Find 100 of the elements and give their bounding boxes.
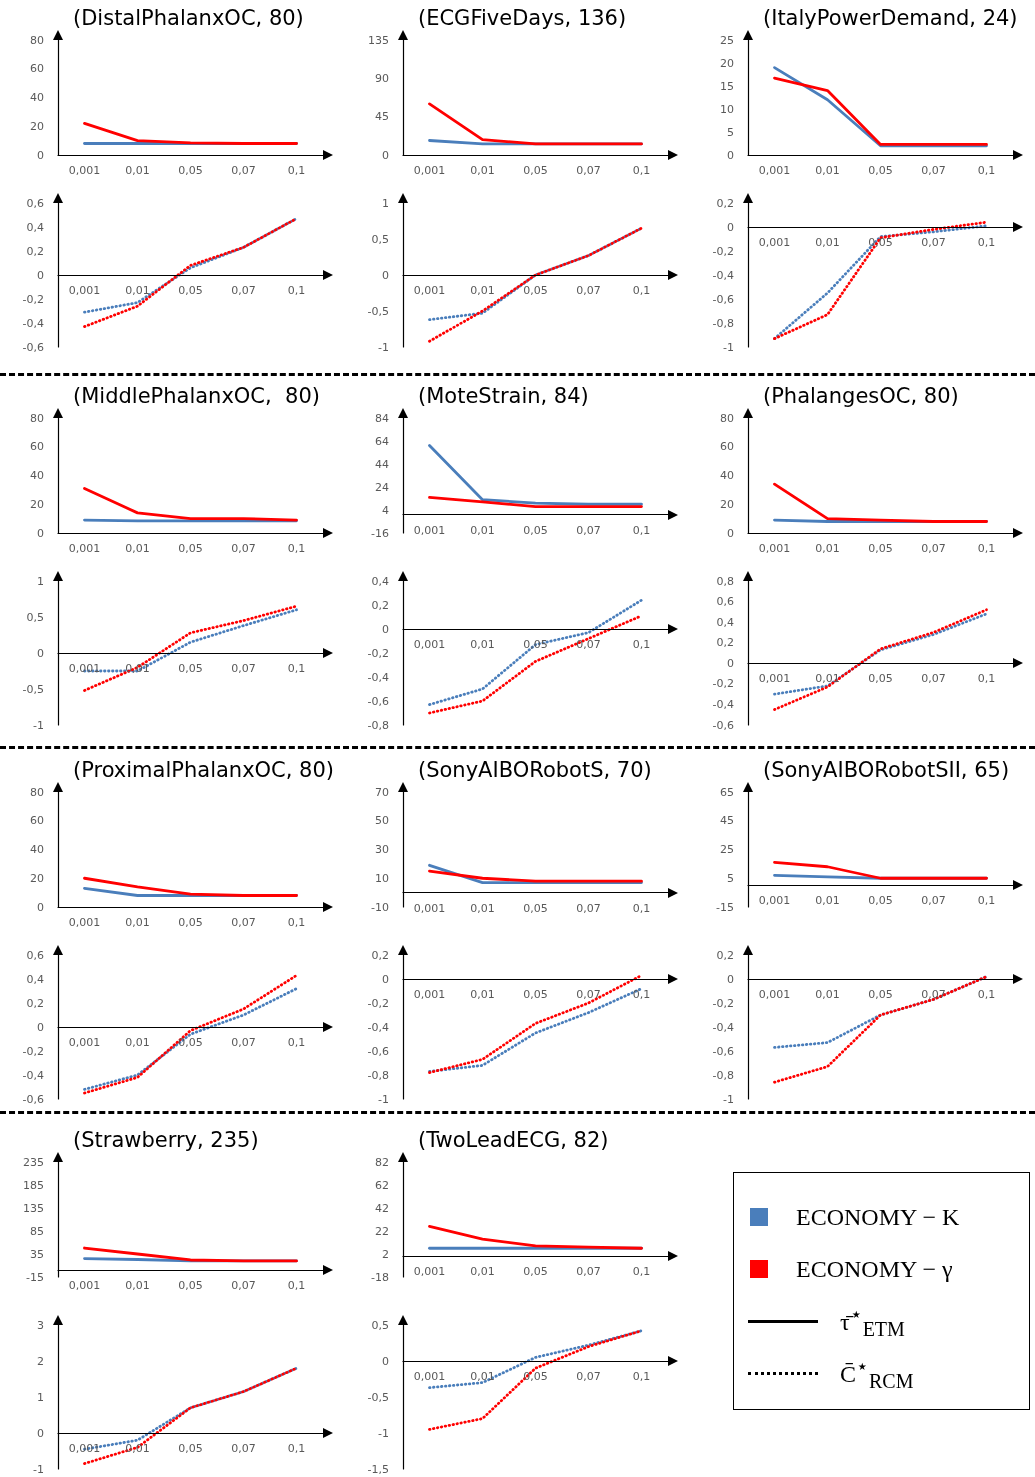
x-tick-label: 0,01 <box>470 523 495 537</box>
x-tick-label: 0,05 <box>523 284 548 297</box>
x-tick-label: 0,05 <box>868 164 893 177</box>
x-tick-label: 0,05 <box>523 1265 548 1279</box>
chart-title: (TwoLeadECG, 82) <box>418 1127 609 1152</box>
y-tick-label: -0,6 <box>367 1044 389 1058</box>
x-tick-label: 0,01 <box>125 916 150 929</box>
y-tick-label: 70 <box>375 785 389 799</box>
x-tick-label: 0,01 <box>125 542 150 555</box>
y-tick-label: 60 <box>30 440 44 454</box>
y-tick-label: 15 <box>720 79 734 93</box>
x-tick-label: 0,01 <box>470 1370 495 1383</box>
chart-title: (PhalangesOC, 80) <box>763 383 959 408</box>
x-tick-label: 0,01 <box>815 236 840 249</box>
x-tick-label: 0,001 <box>758 988 791 1001</box>
x-tick-label: 0,07 <box>576 901 601 915</box>
y-tick-label: 135 <box>368 33 389 47</box>
x-tick-label: 0,05 <box>868 988 893 1001</box>
y-tick-label: 80 <box>30 33 44 47</box>
x-tick-label: 0,1 <box>632 523 651 537</box>
y-tick-label: 0,4 <box>371 574 389 588</box>
text: ECONOMY − γ <box>796 1255 953 1283</box>
y-tick-label: 0 <box>382 972 389 986</box>
x-tick-label: 0,001 <box>758 672 791 686</box>
x-tick-label: 0,1 <box>287 1279 306 1293</box>
y-tick-label: 185 <box>23 1178 44 1192</box>
x-tick-label: 0,001 <box>758 236 791 249</box>
x-tick-label: 0,07 <box>231 164 256 177</box>
y-tick-label: 40 <box>720 469 734 482</box>
y-tick-label: 0 <box>37 1020 44 1034</box>
x-tick-label: 0,01 <box>815 894 840 908</box>
x-tick-label: 0,1 <box>287 662 306 675</box>
y-tick-label: 0,6 <box>26 196 44 210</box>
x-tick-label: 0,001 <box>413 638 446 651</box>
y-tick-label: -0,2 <box>367 996 389 1010</box>
y-tick-label: 80 <box>30 411 44 425</box>
x-tick-label: 0,001 <box>68 542 101 555</box>
y-tick-label: 90 <box>375 71 389 85</box>
y-tick-label: 4 <box>382 503 389 517</box>
y-tick-label: 44 <box>375 457 389 471</box>
y-tick-label: -0,2 <box>22 1044 44 1058</box>
y-tick-label: -0,8 <box>367 1068 389 1082</box>
y-tick-label: 60 <box>30 62 44 76</box>
x-tick-label: 0,001 <box>413 164 446 177</box>
y-tick-label: 42 <box>375 1201 389 1215</box>
y-tick-label: -1,5 <box>367 1462 389 1476</box>
y-tick-label: -0,8 <box>367 718 389 732</box>
y-tick-label: -0,5 <box>367 304 389 318</box>
y-tick-label: 5 <box>727 125 734 139</box>
chart-title: (ECGFiveDays, 136) <box>418 5 627 30</box>
x-tick-label: 0,1 <box>977 988 996 1001</box>
x-tick-label: 0,001 <box>413 1370 446 1383</box>
x-tick-label: 0,07 <box>576 638 601 651</box>
x-tick-label: 0,07 <box>576 523 601 537</box>
x-tick-label: 0,001 <box>413 523 446 537</box>
x-tick-label: 0,1 <box>287 284 306 297</box>
y-tick-label: 0,2 <box>26 244 44 258</box>
x-tick-label: 0,01 <box>815 988 840 1001</box>
y-tick-label: 85 <box>30 1224 44 1238</box>
x-tick-label: 0,05 <box>178 1442 203 1455</box>
y-tick-label: 40 <box>30 469 44 482</box>
y-tick-label: 20 <box>30 497 44 511</box>
y-tick-label: -0,4 <box>22 316 44 330</box>
x-tick-label: 0,07 <box>576 164 601 177</box>
x-tick-label: 0,001 <box>413 988 446 1001</box>
chart-title: (MiddlePhalanxOC, 80) <box>73 383 320 408</box>
x-tick-label: 0,001 <box>758 894 791 908</box>
chart-title: (Strawberry, 235) <box>73 1127 259 1152</box>
y-tick-label: 84 <box>375 411 389 425</box>
y-tick-label: -0,4 <box>367 1020 389 1034</box>
x-tick-label: 0,07 <box>231 1036 256 1049</box>
x-tick-label: 0,1 <box>632 284 651 297</box>
y-tick-label: 0,5 <box>371 232 389 246</box>
x-tick-label: 0,01 <box>125 1036 150 1049</box>
x-tick-label: 0,01 <box>470 1265 495 1279</box>
y-tick-label: 0,2 <box>716 636 734 650</box>
y-tick-label: -0,6 <box>22 1092 44 1106</box>
y-tick-label: 0 <box>382 1354 389 1368</box>
y-tick-label: 0,5 <box>26 610 44 624</box>
y-tick-label: -1 <box>378 340 389 354</box>
y-tick-label: 0,2 <box>371 948 389 962</box>
x-tick-label: 0,07 <box>231 1279 256 1293</box>
y-tick-label: 60 <box>720 440 734 454</box>
y-tick-label: 40 <box>30 843 44 856</box>
y-tick-label: 40 <box>30 91 44 104</box>
y-tick-label: 1 <box>37 574 44 588</box>
y-tick-label: -0,6 <box>712 1044 734 1058</box>
y-tick-label: -0,4 <box>712 697 734 711</box>
y-tick-label: -0,6 <box>712 718 734 732</box>
y-tick-label: -18 <box>371 1270 389 1284</box>
y-tick-label: -0,4 <box>367 670 389 684</box>
x-tick-label: 0,01 <box>125 164 150 177</box>
x-tick-label: 0,05 <box>868 894 893 908</box>
x-tick-label: 0,07 <box>921 164 946 177</box>
y-tick-label: 0 <box>382 268 389 282</box>
y-tick-label: 30 <box>375 843 389 856</box>
x-tick-label: 0,05 <box>178 542 203 555</box>
x-tick-label: 0,01 <box>470 284 495 297</box>
x-tick-label: 0,001 <box>68 1442 101 1455</box>
y-tick-label: -0,8 <box>712 316 734 330</box>
